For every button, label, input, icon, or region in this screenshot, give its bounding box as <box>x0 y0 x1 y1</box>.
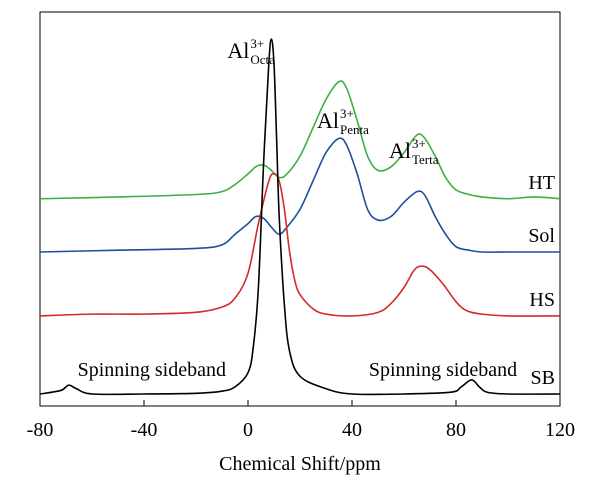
annotation-spinning-sideband-2: Spinning sideband <box>369 359 517 381</box>
series-layer <box>39 38 561 396</box>
peak-label-terta: Al 3+Terta <box>389 136 439 167</box>
x-tick-label: -80 <box>27 419 54 441</box>
peak-label-site: Octa <box>250 52 275 67</box>
series-line-hs <box>39 173 561 317</box>
annotation-spinning-sideband-1: Spinning sideband <box>78 359 226 381</box>
x-tick-label: -40 <box>131 419 158 441</box>
x-tick-label: 40 <box>342 419 362 441</box>
x-axis-label: Chemical Shift/ppm <box>219 453 381 475</box>
plot-frame <box>39 11 561 407</box>
x-tick-label: 80 <box>446 419 466 441</box>
series-label-sb: SB <box>531 367 555 389</box>
peak-label-base: Al <box>317 108 339 133</box>
peak-label-site: Penta <box>340 122 369 137</box>
series-label-sol: Sol <box>528 225 555 247</box>
series-label-hs: HS <box>529 289 555 311</box>
peak-label-charge: 3+ <box>412 136 426 151</box>
x-tick-label: 0 <box>243 419 253 441</box>
series-label-ht: HT <box>528 172 555 194</box>
peak-label-charge: 3+ <box>250 36 264 51</box>
peak-label-penta: Al 3+Penta <box>317 106 369 137</box>
series-line-ht <box>39 80 561 200</box>
peak-label-charge: 3+ <box>340 106 354 121</box>
series-line-sol <box>39 137 560 253</box>
series-labels: HT Sol HS SB <box>528 172 555 389</box>
peak-label-base: Al <box>227 38 249 63</box>
peak-label-site: Terta <box>412 152 439 167</box>
x-axis: -80 -40 0 40 80 120 <box>27 400 575 441</box>
peak-label-octa: Al 3+Octa <box>227 36 275 67</box>
peak-label-base: Al <box>389 138 411 163</box>
annotations: Spinning sideband Spinning sideband <box>78 359 518 381</box>
x-tick-label: 120 <box>545 419 575 441</box>
series-line-sb <box>39 38 561 396</box>
